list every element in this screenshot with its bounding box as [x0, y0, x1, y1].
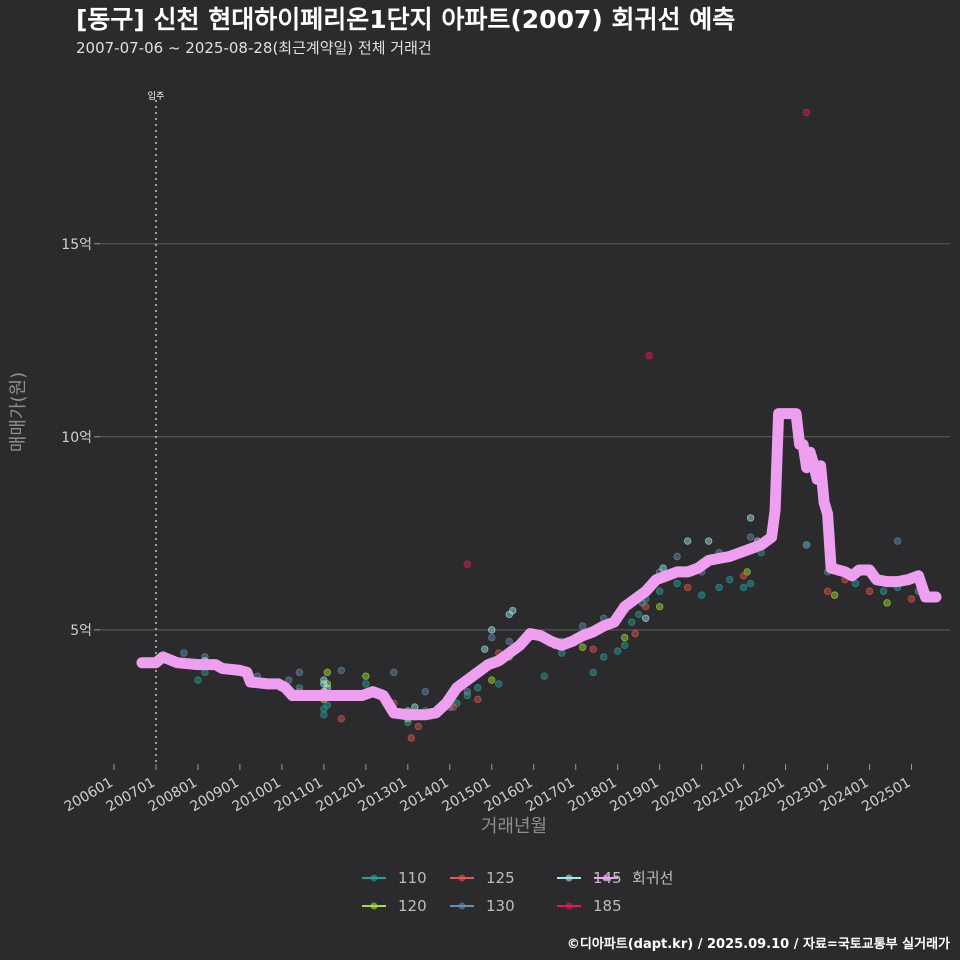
point-130 [285, 676, 293, 684]
point-130 [505, 637, 513, 646]
point-120 [655, 602, 664, 611]
point-145 [683, 537, 692, 545]
legend-label: 130 [486, 897, 515, 915]
point-130 [746, 533, 755, 541]
point-125 [865, 587, 874, 595]
regression-line [136, 408, 942, 721]
point-110 [697, 591, 706, 599]
point-110 [715, 583, 723, 592]
chart-subtitle: 2007-07-06 ~ 2025-08-28(최근계약일) 전체 거래건 [76, 39, 432, 57]
legend-swatch-dot [370, 902, 378, 910]
point-145 [704, 537, 713, 545]
point-125 [589, 645, 597, 653]
point-125 [739, 572, 748, 580]
y-tick-label: 10억 [61, 430, 92, 446]
x-tick-label: 202501 [859, 775, 913, 816]
point-110 [627, 618, 636, 626]
point-110 [589, 668, 597, 677]
point-110 [739, 583, 748, 592]
point-130 [488, 633, 496, 642]
point-110 [463, 691, 471, 700]
grid-lines [100, 243, 950, 631]
point-110 [194, 676, 202, 684]
point-110 [495, 680, 503, 688]
point-125 [823, 587, 832, 595]
chart-title: [동구] 신천 현대하이페리온1단지 아파트(2007) 회귀선 예측 [76, 5, 735, 34]
point-130 [673, 552, 681, 561]
point-110 [746, 579, 755, 588]
point-130 [390, 668, 398, 677]
point-110 [725, 575, 734, 584]
point-110 [540, 672, 548, 680]
move-in-label: 입주 [148, 90, 165, 102]
legend-label: 110 [398, 869, 427, 887]
legend-label: 125 [486, 869, 515, 887]
point-130 [421, 687, 430, 696]
point-110 [600, 653, 608, 661]
point-125 [407, 734, 416, 742]
legend-swatch-dot [602, 874, 610, 882]
point-145 [488, 626, 496, 634]
legend-swatch-dot [565, 874, 573, 882]
y-tick-label: 15억 [61, 237, 92, 253]
legend-label: 회귀선 [632, 869, 673, 887]
point-145 [481, 645, 489, 653]
point-125 [907, 595, 916, 603]
point-130 [802, 541, 811, 549]
point-110 [634, 610, 643, 619]
legend-swatch-dot [458, 874, 466, 882]
point-110 [320, 711, 328, 719]
point-110 [879, 587, 888, 595]
legend-swatch-dot [370, 874, 378, 882]
point-145 [746, 514, 755, 522]
point-125 [337, 714, 346, 723]
regression-line-group [136, 408, 942, 721]
point-110 [323, 701, 332, 709]
point-120 [488, 676, 496, 684]
point-120 [620, 633, 629, 642]
legend-swatch-dot [565, 902, 573, 910]
point-120 [362, 672, 370, 680]
y-tick-label: 5억 [70, 623, 92, 639]
point-125 [414, 722, 423, 731]
point-125 [631, 630, 639, 638]
point-125 [474, 695, 482, 704]
point-185 [645, 352, 653, 360]
legend-label: 120 [398, 897, 427, 915]
legend-swatch-dot [458, 902, 466, 910]
point-110 [620, 641, 629, 650]
point-145 [320, 676, 328, 684]
move-in-annotation: 입주 [148, 90, 165, 765]
point-120 [830, 591, 839, 599]
point-120 [579, 643, 587, 651]
x-axis: 2006012007012008012009012010012011012012… [62, 764, 914, 815]
point-130 [295, 668, 304, 677]
y-axis: 5억 10억 15억 [61, 237, 100, 639]
point-110 [613, 647, 622, 655]
point-110 [362, 680, 370, 688]
point-120 [883, 599, 891, 607]
point-120 [323, 668, 332, 677]
point-130 [463, 687, 471, 696]
point-110 [655, 587, 664, 595]
point-130 [337, 666, 346, 675]
point-145 [509, 606, 517, 615]
y-axis-title: 매매가(원) [8, 372, 29, 452]
point-110 [673, 579, 681, 588]
point-185 [802, 108, 811, 117]
point-145 [641, 614, 650, 622]
x-axis-title: 거래년월 [481, 816, 547, 837]
legend-label: 185 [593, 897, 622, 915]
point-130 [180, 649, 188, 657]
point-185 [463, 560, 471, 568]
point-110 [851, 579, 860, 588]
point-125 [683, 583, 692, 592]
point-130 [893, 537, 902, 545]
footer-credit: ©디아파트(dapt.kr) / 2025.09.10 / 자료=국토교통부 실… [567, 936, 950, 952]
legend: 110125145회귀선120130185 [362, 869, 673, 915]
point-110 [474, 684, 482, 692]
point-130 [579, 622, 587, 630]
